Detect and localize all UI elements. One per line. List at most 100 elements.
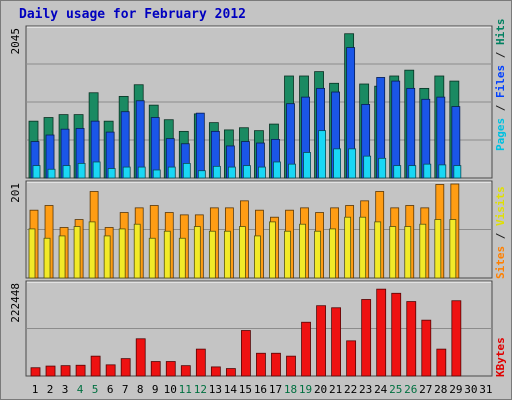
bar-sites-day-19 [299, 223, 306, 279]
bar-sites-day-10 [163, 230, 171, 279]
panel-legend: Pages / Files / Hits [494, 19, 507, 152]
x-tick-label: 3 [62, 383, 69, 396]
bar-files-day-8 [135, 100, 145, 179]
bar-pages-day-18 [288, 163, 296, 179]
bar-pages-day-6 [107, 168, 116, 179]
bar-kbytes-day-9 [150, 361, 161, 377]
panel-max-label: 201 [9, 183, 22, 203]
bar-pages-day-29 [453, 165, 462, 179]
x-tick-label: 25 [389, 383, 402, 396]
bar-kbytes-day-22 [346, 340, 357, 377]
bar-sites-day-24 [374, 221, 382, 279]
bar-pages-day-4 [77, 163, 86, 179]
x-tick-label: 19 [299, 383, 312, 396]
x-tick-label: 16 [254, 383, 267, 396]
x-tick-label: 28 [434, 383, 447, 396]
bar-pages-day-23 [363, 155, 372, 179]
panel-legend: KBytes [494, 337, 507, 377]
bar-kbytes-day-4 [75, 364, 86, 377]
x-tick-label: 8 [137, 383, 144, 396]
x-tick-label: 24 [374, 383, 388, 396]
bar-kbytes-day-1 [30, 367, 41, 377]
bar-kbytes-day-19 [301, 321, 311, 377]
bar-pages-day-19 [303, 152, 311, 179]
x-tick-label: 14 [224, 383, 238, 396]
bar-kbytes-day-23 [361, 299, 372, 377]
x-tick-label: 29 [449, 383, 462, 396]
bar-sites-day-6 [103, 235, 111, 279]
bar-kbytes-day-27 [421, 319, 432, 377]
x-tick-label: 31 [479, 383, 492, 396]
x-tick-label: 1 [32, 383, 39, 396]
bar-sites-day-21 [329, 228, 337, 279]
bar-kbytes-day-28 [436, 348, 447, 377]
bar-pages-day-16 [258, 166, 266, 179]
legend-entry: Sites [494, 246, 507, 279]
x-tick-label: 6 [107, 383, 114, 396]
bar-files-day-26 [406, 87, 416, 179]
x-tick-label: 27 [419, 383, 432, 396]
legend-entry: / [494, 98, 507, 118]
bar-pages-day-10 [167, 166, 176, 179]
x-tick-label: 20 [314, 383, 327, 396]
bar-sites-day-7 [118, 228, 126, 279]
bar-kbytes-day-20 [316, 305, 326, 377]
bar-pages-day-27 [423, 163, 432, 179]
bar-pages-day-26 [408, 165, 417, 179]
x-tick-label: 18 [284, 383, 297, 396]
bar-kbytes-day-3 [60, 365, 71, 377]
bar-sites-day-20 [314, 230, 321, 279]
bar-sites-day-12 [193, 226, 201, 279]
x-tick-label: 15 [239, 383, 252, 396]
panel-legend: Sites / Visits [494, 186, 507, 279]
x-tick-label: 13 [209, 383, 222, 396]
bar-sites-day-14 [223, 230, 231, 279]
bar-pages-day-22 [348, 148, 357, 179]
bar-pages-day-25 [393, 165, 402, 179]
x-tick-label: 12 [194, 383, 207, 396]
bar-sites-day-2 [43, 237, 51, 279]
chart-title: Daily usage for February 2012 [19, 7, 246, 22]
bar-kbytes-day-24 [376, 288, 387, 377]
x-tick-label: 22 [344, 383, 357, 396]
bar-sites-day-16 [254, 235, 261, 279]
bar-pages-day-3 [62, 165, 71, 179]
x-tick-label: 30 [464, 383, 477, 396]
bar-sites-day-11 [178, 237, 186, 279]
bar-files-day-12 [195, 112, 205, 179]
x-tick-label: 21 [329, 383, 342, 396]
bar-kbytes-day-26 [406, 301, 417, 377]
bar-kbytes-day-14 [225, 368, 236, 377]
bar-kbytes-day-25 [391, 292, 402, 377]
bar-sites-day-27 [419, 223, 427, 279]
bar-pages-day-12 [197, 170, 206, 179]
bar-kbytes-day-17 [271, 352, 281, 377]
bar-pages-day-1 [32, 165, 41, 179]
x-tick-label: 5 [92, 383, 99, 396]
bar-sites-day-8 [133, 223, 141, 279]
x-tick-label: 9 [152, 383, 159, 396]
bar-sites-day-25 [389, 226, 397, 279]
bar-kbytes-day-8 [135, 338, 146, 377]
bar-sites-day-3 [58, 235, 66, 279]
bar-sites-day-15 [239, 226, 246, 279]
bar-pages-day-21 [333, 148, 342, 179]
bar-pages-day-7 [122, 166, 131, 179]
bar-sites-day-13 [208, 230, 216, 279]
legend-entry: Files [494, 65, 507, 98]
bar-kbytes-day-29 [451, 300, 462, 377]
bar-sites-day-26 [404, 226, 412, 279]
legend-entry: KBytes [494, 337, 507, 377]
bar-sites-day-4 [73, 226, 81, 279]
x-tick-label: 23 [359, 383, 372, 396]
bar-files-day-25 [391, 80, 401, 179]
legend-entry: Hits [494, 19, 507, 46]
bar-pages-day-20 [318, 130, 326, 179]
bar-kbytes-day-5 [90, 355, 101, 377]
bar-kbytes-day-7 [120, 358, 131, 377]
bar-pages-day-8 [137, 166, 146, 179]
bar-sites-day-29 [449, 219, 457, 279]
bar-sites-day-17 [269, 221, 276, 279]
